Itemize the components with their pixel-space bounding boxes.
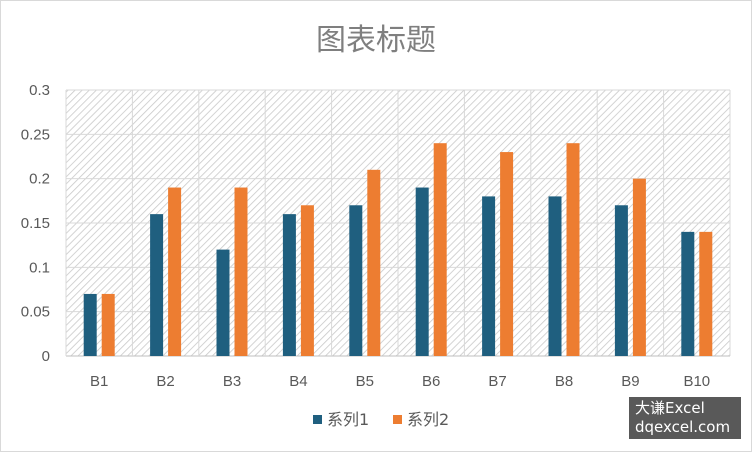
bar-2-b5 bbox=[367, 169, 381, 356]
y-tick-label: 0.2 bbox=[29, 171, 50, 188]
chart-title: 图表标题 bbox=[316, 23, 436, 58]
x-tick-label: B1 bbox=[90, 373, 108, 390]
bar-1-b4 bbox=[282, 214, 296, 356]
bar-2-b6 bbox=[433, 143, 447, 356]
x-tick-label: B5 bbox=[356, 373, 374, 390]
x-axis-ticks: B1 B2 B3 B4 B5 B6 B7 B8 B9 B10 bbox=[90, 373, 710, 390]
bar-2-b4 bbox=[300, 205, 314, 356]
bar-1-b10 bbox=[681, 231, 695, 356]
x-tick-label: B9 bbox=[621, 373, 639, 390]
bar-1-b1 bbox=[83, 293, 97, 356]
bar-1-b8 bbox=[548, 196, 562, 356]
y-tick-label: 0.15 bbox=[21, 215, 50, 232]
legend-swatch-2 bbox=[393, 415, 402, 424]
watermark-line-2: dqexcel.com bbox=[635, 418, 731, 436]
legend-label-2: 系列2 bbox=[407, 410, 449, 429]
watermark-line-1: 大谦Excel bbox=[635, 399, 705, 417]
y-tick-label: 0 bbox=[42, 348, 50, 365]
legend-label-1: 系列1 bbox=[327, 410, 369, 429]
bar-1-b3 bbox=[216, 249, 230, 356]
x-tick-label: B10 bbox=[683, 373, 710, 390]
y-tick-label: 0.1 bbox=[29, 259, 50, 276]
bar-1-b2 bbox=[150, 214, 164, 356]
bar-2-b7 bbox=[500, 152, 514, 356]
bar-2-b2 bbox=[168, 187, 182, 356]
bar-1-b9 bbox=[614, 205, 628, 356]
bar-1-b5 bbox=[349, 205, 363, 356]
bar-1-b7 bbox=[482, 196, 496, 356]
watermark: 大谦Excel dqexcel.com bbox=[629, 397, 741, 439]
bar-1-b6 bbox=[415, 187, 429, 356]
bar-2-b3 bbox=[234, 187, 248, 356]
x-tick-label: B8 bbox=[555, 373, 573, 390]
y-tick-label: 0.25 bbox=[21, 126, 50, 143]
y-tick-label: 0.05 bbox=[21, 304, 50, 321]
x-tick-label: B2 bbox=[156, 373, 174, 390]
y-tick-label: 0.3 bbox=[29, 82, 50, 99]
x-tick-label: B4 bbox=[289, 373, 307, 390]
legend-swatch-1 bbox=[313, 415, 322, 424]
x-tick-label: B7 bbox=[488, 373, 506, 390]
x-tick-label: B6 bbox=[422, 373, 440, 390]
bar-2-b10 bbox=[699, 231, 713, 356]
bars bbox=[83, 143, 713, 356]
bar-2-b8 bbox=[566, 143, 580, 356]
bar-2-b1 bbox=[101, 293, 115, 356]
x-tick-label: B3 bbox=[223, 373, 241, 390]
bar-2-b9 bbox=[632, 178, 646, 356]
legend: 系列1 系列2 bbox=[313, 410, 449, 429]
y-axis-ticks: 0 0.05 0.1 0.15 0.2 0.25 0.3 bbox=[21, 82, 50, 365]
